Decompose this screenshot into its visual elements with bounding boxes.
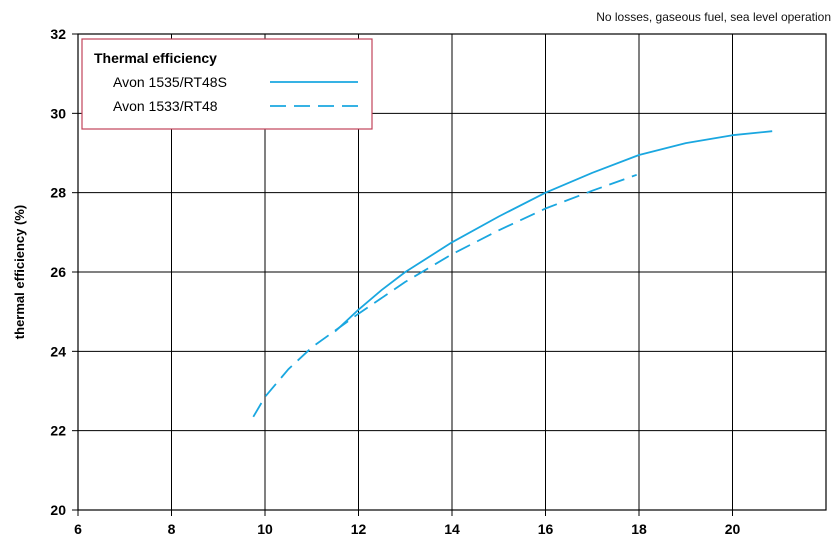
x-tick-label: 12 [351, 521, 367, 537]
y-tick-label: 20 [50, 502, 66, 518]
x-tick-label: 14 [444, 521, 460, 537]
series-line [334, 130, 773, 333]
x-tick-label: 8 [168, 521, 176, 537]
legend-entry-label: Avon 1533/RT48 [113, 98, 218, 114]
legend-title: Thermal efficiency [94, 50, 217, 66]
legend-box [81, 38, 373, 130]
y-tick-label: 28 [50, 185, 66, 201]
y-tick-label: 30 [50, 105, 66, 121]
x-tick-label: 16 [538, 521, 554, 537]
x-tick-label: 20 [725, 521, 741, 537]
y-axis-label: thermal efficiency (%) [12, 205, 27, 339]
y-tick-label: 26 [50, 264, 66, 280]
y-tick-label: 32 [50, 26, 66, 42]
x-tick-label: 10 [257, 521, 273, 537]
y-tick-label: 24 [50, 343, 66, 359]
y-tick-label: 22 [50, 423, 66, 439]
legend: Thermal efficiency Avon 1535/RT48S Avon 15… [81, 38, 373, 130]
chart-annotation: No losses, gaseous fuel, sea level opera… [596, 10, 831, 24]
x-tick-label: 6 [74, 521, 82, 537]
series-line [252, 173, 638, 418]
x-tick-label: 18 [631, 521, 647, 537]
legend-entry-label: Avon 1535/RT48S [113, 74, 227, 90]
